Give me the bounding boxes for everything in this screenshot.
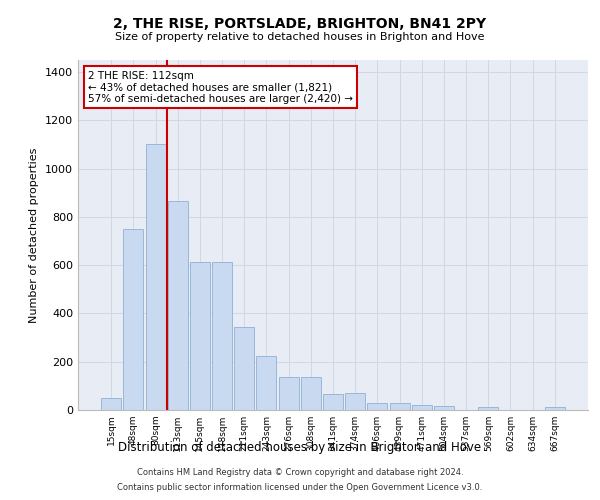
Text: Distribution of detached houses by size in Brighton and Hove: Distribution of detached houses by size …: [118, 441, 482, 454]
Bar: [146, 144, 166, 410]
Bar: [367, 403, 388, 410]
Text: Contains public sector information licensed under the Open Government Licence v3: Contains public sector information licen…: [118, 483, 482, 492]
Bar: [434, 406, 454, 410]
Y-axis label: Number of detached properties: Number of detached properties: [29, 148, 40, 322]
Bar: [256, 356, 277, 410]
Bar: [190, 262, 210, 410]
Bar: [212, 262, 232, 410]
Bar: [323, 394, 343, 410]
Bar: [345, 393, 365, 410]
Text: Contains HM Land Registry data © Crown copyright and database right 2024.: Contains HM Land Registry data © Crown c…: [137, 468, 463, 477]
Bar: [412, 404, 432, 410]
Bar: [234, 326, 254, 410]
Text: Size of property relative to detached houses in Brighton and Hove: Size of property relative to detached ho…: [115, 32, 485, 42]
Bar: [101, 398, 121, 410]
Text: 2, THE RISE, PORTSLADE, BRIGHTON, BN41 2PY: 2, THE RISE, PORTSLADE, BRIGHTON, BN41 2…: [113, 18, 487, 32]
Bar: [545, 407, 565, 410]
Bar: [301, 378, 321, 410]
Bar: [389, 403, 410, 410]
Text: 2 THE RISE: 112sqm
← 43% of detached houses are smaller (1,821)
57% of semi-deta: 2 THE RISE: 112sqm ← 43% of detached hou…: [88, 70, 353, 104]
Bar: [124, 229, 143, 410]
Bar: [478, 407, 498, 410]
Bar: [278, 378, 299, 410]
Bar: [168, 201, 188, 410]
